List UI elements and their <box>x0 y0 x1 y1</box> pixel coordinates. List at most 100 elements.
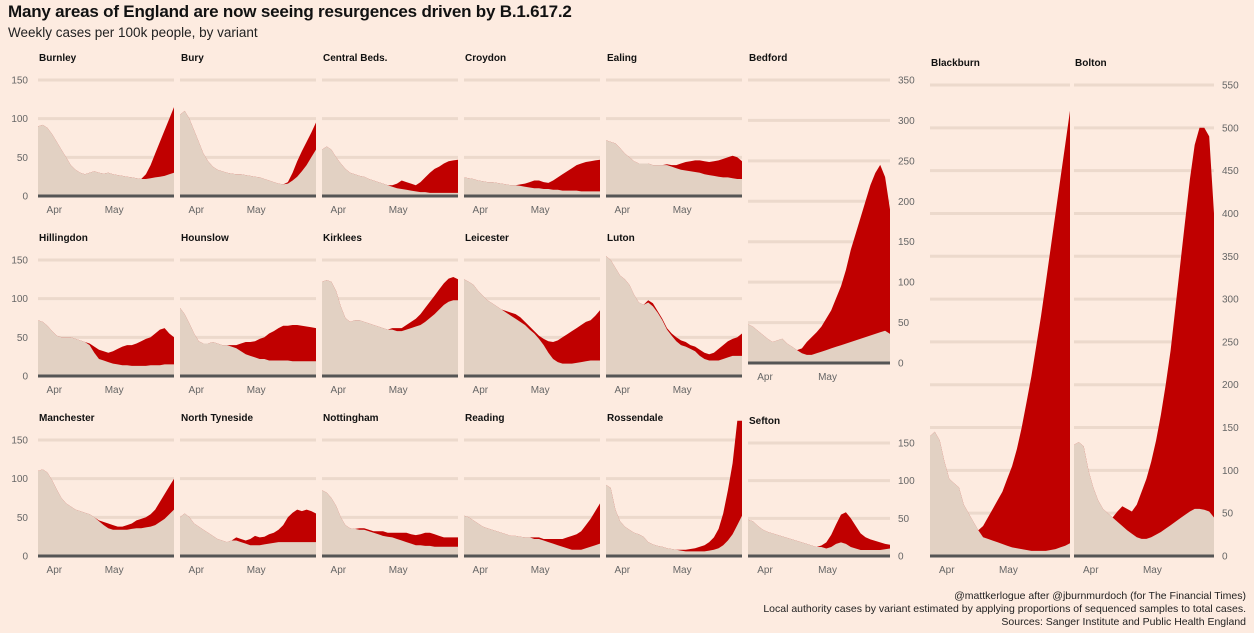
x-tick-label: May <box>673 565 692 576</box>
footer-credit: @mattkerlogue after @jburnmurdoch (for T… <box>954 590 1246 602</box>
x-tick-label: Apr <box>47 385 63 396</box>
x-tick-label: May <box>673 385 692 396</box>
panel-bedford: Bedford Apr May 0 50 100 150 200 250 300 350 <box>748 53 915 383</box>
panel-kirklees: Kirklees Apr May <box>322 233 458 396</box>
panel-blackburn: Blackburn Apr May <box>930 58 1070 576</box>
x-tick-label: May <box>1143 565 1162 576</box>
other-variants-area <box>322 490 458 556</box>
x-tick-label: May <box>531 385 550 396</box>
other-variants-area <box>464 515 600 556</box>
y-tick-label: 150 <box>898 439 915 450</box>
y-tick-label: 100 <box>898 476 915 487</box>
panel-burnley: Burnley Apr May 0 50 100 150 <box>11 53 174 216</box>
panel-title: Leicester <box>465 233 509 244</box>
x-tick-label: May <box>247 205 266 216</box>
other-variants-area <box>322 280 458 376</box>
x-tick-label: Apr <box>757 372 773 383</box>
panel-bolton: Bolton Apr May 0 50 100 150 200 250 300 350 400 450 5… <box>1074 58 1239 576</box>
y-tick-label: 0 <box>898 552 904 563</box>
x-tick-label: May <box>105 565 124 576</box>
x-tick-label: May <box>389 565 408 576</box>
panel-title: Manchester <box>39 413 95 424</box>
y-tick-label: 100 <box>11 114 28 125</box>
x-tick-label: Apr <box>615 565 631 576</box>
y-tick-label: 50 <box>17 333 29 344</box>
y-tick-label: 250 <box>1222 337 1239 348</box>
y-tick-label: 50 <box>898 514 910 525</box>
x-tick-label: Apr <box>473 385 489 396</box>
other-variants-area <box>180 110 316 196</box>
y-tick-label: 0 <box>22 372 28 383</box>
b16172-area <box>748 164 890 363</box>
y-tick-label: 100 <box>11 474 28 485</box>
x-tick-label: May <box>105 385 124 396</box>
x-tick-label: Apr <box>189 205 205 216</box>
y-tick-label: 350 <box>898 76 915 87</box>
panel-rossendale: Rossendale Apr May <box>606 413 742 576</box>
y-tick-label: 150 <box>11 76 28 87</box>
x-tick-label: Apr <box>615 205 631 216</box>
x-tick-label: Apr <box>189 385 205 396</box>
panel-hillingdon: Hillingdon Apr May 0 50 100 150 <box>11 233 174 396</box>
x-tick-label: May <box>389 205 408 216</box>
x-tick-label: Apr <box>757 565 773 576</box>
y-tick-label: 200 <box>898 197 915 208</box>
x-tick-label: May <box>531 565 550 576</box>
other-variants-area <box>748 519 890 556</box>
x-tick-label: Apr <box>47 565 63 576</box>
x-tick-label: May <box>389 385 408 396</box>
panel-title: Bolton <box>1075 58 1107 69</box>
y-tick-label: 100 <box>11 294 28 305</box>
panel-title: Croydon <box>465 53 506 64</box>
x-tick-label: May <box>105 205 124 216</box>
other-variants-area <box>38 124 174 196</box>
other-variants-area <box>322 146 458 196</box>
panel-title: Hillingdon <box>39 233 88 244</box>
y-tick-label: 50 <box>1222 509 1234 520</box>
footer-notes: @mattkerlogue after @jburnmurdoch (for T… <box>763 590 1246 629</box>
panel-north-tyneside: North Tyneside Apr May <box>180 413 316 576</box>
x-tick-label: Apr <box>331 385 347 396</box>
y-tick-label: 150 <box>11 436 28 447</box>
other-variants-area <box>606 256 742 376</box>
chart-subtitle: Weekly cases per 100k people, by variant <box>8 25 258 40</box>
panel-title: Rossendale <box>607 413 664 424</box>
y-tick-label: 550 <box>1222 81 1239 92</box>
panel-leicester: Leicester Apr May <box>464 233 600 396</box>
panel-title: Burnley <box>39 53 77 64</box>
panel-title: Hounslow <box>181 233 229 244</box>
x-tick-label: Apr <box>189 565 205 576</box>
y-tick-label: 0 <box>22 552 28 563</box>
x-tick-label: Apr <box>331 565 347 576</box>
y-tick-label: 400 <box>1222 209 1239 220</box>
y-tick-label: 350 <box>1222 252 1239 263</box>
panel-manchester: Manchester Apr May 0 50 100 150 <box>11 413 174 576</box>
y-tick-label: 250 <box>898 156 915 167</box>
other-variants-area <box>464 177 600 196</box>
other-variants-area <box>38 320 174 376</box>
y-tick-label: 100 <box>1222 466 1239 477</box>
panel-hounslow: Hounslow Apr May <box>180 233 316 396</box>
y-tick-label: 0 <box>1222 552 1228 563</box>
y-tick-label: 50 <box>17 153 29 164</box>
x-tick-label: May <box>818 565 837 576</box>
panel-title: Bury <box>181 53 204 64</box>
b16172-area <box>930 110 1070 556</box>
b16172-area <box>1074 127 1214 557</box>
panel-croydon: Croydon Apr May <box>464 53 600 216</box>
panel-reading: Reading Apr May <box>464 413 600 576</box>
y-tick-label: 300 <box>898 116 915 127</box>
panel-title: Nottingham <box>323 413 379 424</box>
panel-title: Ealing <box>607 53 637 64</box>
other-variants-area <box>930 431 1070 556</box>
panel-title: Reading <box>465 413 504 424</box>
other-variants-area <box>38 469 174 556</box>
other-variants-area <box>464 279 600 376</box>
panel-luton: Luton Apr May <box>606 233 742 396</box>
y-tick-label: 300 <box>1222 295 1239 306</box>
x-tick-label: May <box>999 565 1018 576</box>
panel-title: Blackburn <box>931 58 980 69</box>
x-tick-label: May <box>818 372 837 383</box>
y-tick-label: 0 <box>898 359 904 370</box>
